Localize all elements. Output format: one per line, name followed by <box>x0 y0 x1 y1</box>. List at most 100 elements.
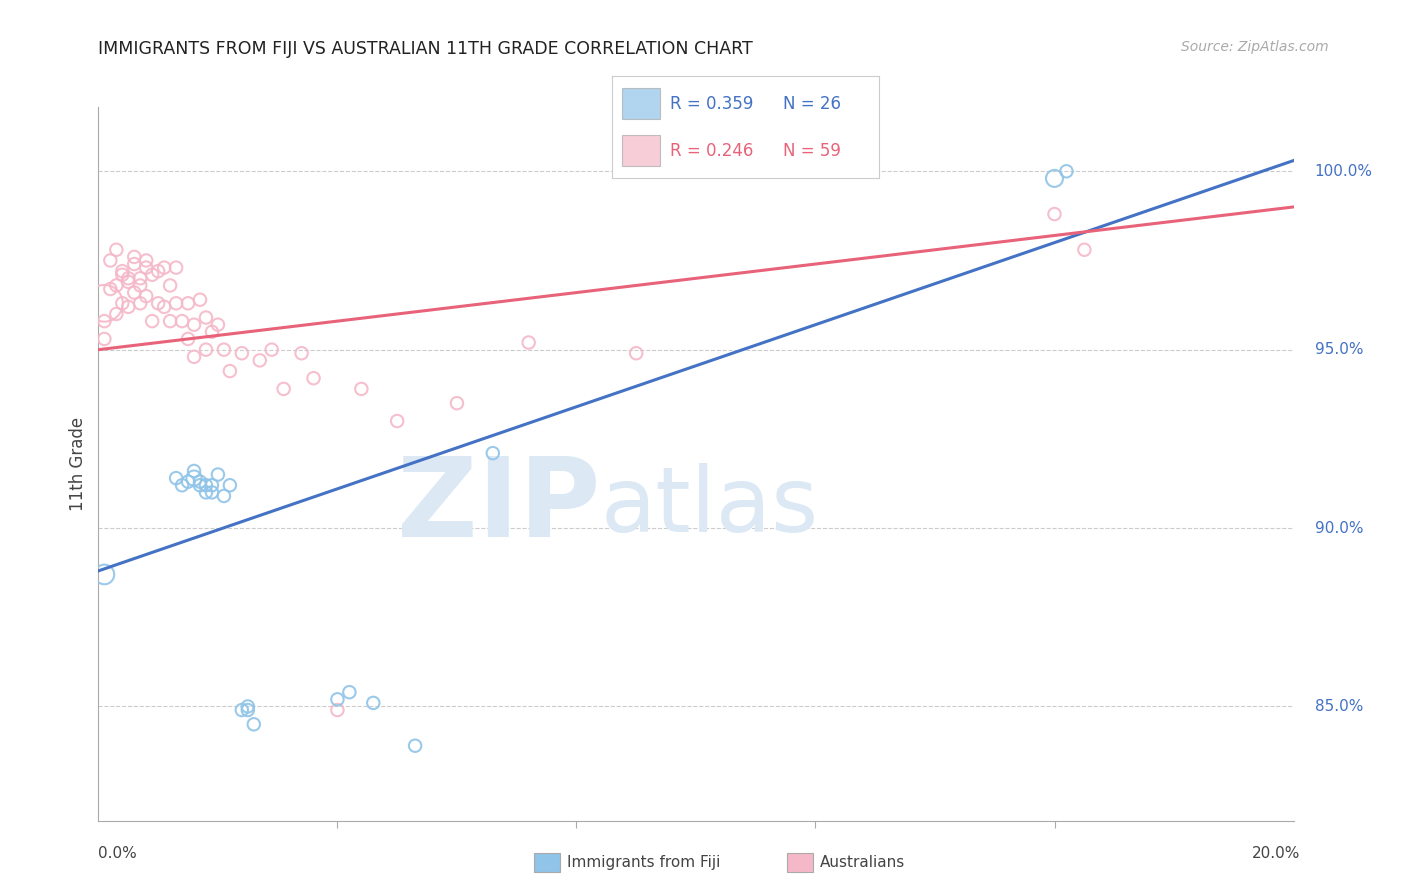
Text: Immigrants from Fiji: Immigrants from Fiji <box>567 855 720 870</box>
Point <box>124 257 146 271</box>
Point <box>172 314 194 328</box>
Bar <box>623 136 659 166</box>
Point <box>124 285 146 300</box>
Point <box>1043 171 1066 186</box>
Text: 85.0%: 85.0% <box>1315 699 1362 714</box>
Point <box>201 325 224 339</box>
Point <box>93 314 115 328</box>
Text: IMMIGRANTS FROM FIJI VS AUSTRALIAN 11TH GRADE CORRELATION CHART: IMMIGRANTS FROM FIJI VS AUSTRALIAN 11TH … <box>98 40 754 58</box>
Point <box>105 243 128 257</box>
Point <box>194 478 218 492</box>
Point <box>188 475 211 489</box>
Point <box>273 382 295 396</box>
Text: N = 59: N = 59 <box>783 142 841 160</box>
Point <box>236 703 259 717</box>
Point <box>350 382 373 396</box>
Point <box>231 346 253 360</box>
Point <box>446 396 468 410</box>
Text: atlas: atlas <box>600 463 818 550</box>
Point <box>135 260 157 275</box>
Point <box>129 278 152 293</box>
Point <box>105 307 128 321</box>
Point <box>153 260 176 275</box>
Point <box>93 567 115 582</box>
Text: N = 26: N = 26 <box>783 95 841 112</box>
Point <box>93 332 115 346</box>
Text: 20.0%: 20.0% <box>1253 847 1301 861</box>
Point <box>260 343 283 357</box>
Point <box>129 271 152 285</box>
Point <box>153 300 176 314</box>
Point <box>177 296 200 310</box>
Text: Australians: Australians <box>820 855 905 870</box>
Point <box>517 335 540 350</box>
Point <box>481 446 505 460</box>
Point <box>385 414 409 428</box>
Point <box>207 318 229 332</box>
Point <box>363 696 385 710</box>
Point <box>183 471 205 485</box>
Point <box>98 282 122 296</box>
Point <box>172 478 194 492</box>
Point <box>1073 243 1095 257</box>
Point <box>117 271 139 285</box>
Point <box>141 268 163 282</box>
Point <box>326 703 349 717</box>
Text: 95.0%: 95.0% <box>1315 343 1362 357</box>
Point <box>231 703 253 717</box>
Point <box>207 467 229 482</box>
Point <box>98 253 122 268</box>
Point <box>148 264 170 278</box>
Point <box>117 300 139 314</box>
Point <box>219 478 242 492</box>
Point <box>105 278 128 293</box>
Point <box>93 296 115 310</box>
Text: R = 0.246: R = 0.246 <box>671 142 754 160</box>
Text: 0.0%: 0.0% <box>98 847 138 861</box>
Point <box>243 717 266 731</box>
Point <box>135 289 157 303</box>
Point <box>124 250 146 264</box>
Point <box>183 350 205 364</box>
Point <box>183 318 205 332</box>
Point <box>135 253 157 268</box>
Point <box>194 343 218 357</box>
Point <box>165 260 187 275</box>
Text: ZIP: ZIP <box>396 453 600 560</box>
Point <box>290 346 312 360</box>
Point <box>165 471 187 485</box>
Point <box>302 371 325 385</box>
Point <box>183 464 205 478</box>
Point <box>148 296 170 310</box>
Text: 90.0%: 90.0% <box>1315 521 1362 535</box>
Bar <box>623 88 659 119</box>
Point <box>117 275 139 289</box>
Point <box>111 268 134 282</box>
Point <box>188 293 211 307</box>
Point <box>404 739 426 753</box>
Point <box>194 485 218 500</box>
Point <box>141 314 163 328</box>
Point <box>188 478 211 492</box>
Y-axis label: 11th Grade: 11th Grade <box>69 417 87 511</box>
Point <box>201 485 224 500</box>
Point <box>159 314 181 328</box>
Text: R = 0.359: R = 0.359 <box>671 95 754 112</box>
Point <box>339 685 360 699</box>
Point <box>236 699 259 714</box>
Point <box>212 489 235 503</box>
Point <box>129 296 152 310</box>
Point <box>194 310 218 325</box>
Point <box>177 475 200 489</box>
Point <box>212 343 235 357</box>
Text: 100.0%: 100.0% <box>1315 164 1372 178</box>
Point <box>1043 207 1066 221</box>
Point <box>326 692 349 706</box>
Text: Source: ZipAtlas.com: Source: ZipAtlas.com <box>1181 40 1329 54</box>
Point <box>177 332 200 346</box>
Point <box>111 296 134 310</box>
Point <box>111 264 134 278</box>
Point <box>624 346 647 360</box>
Point <box>249 353 271 368</box>
Point <box>159 278 181 293</box>
